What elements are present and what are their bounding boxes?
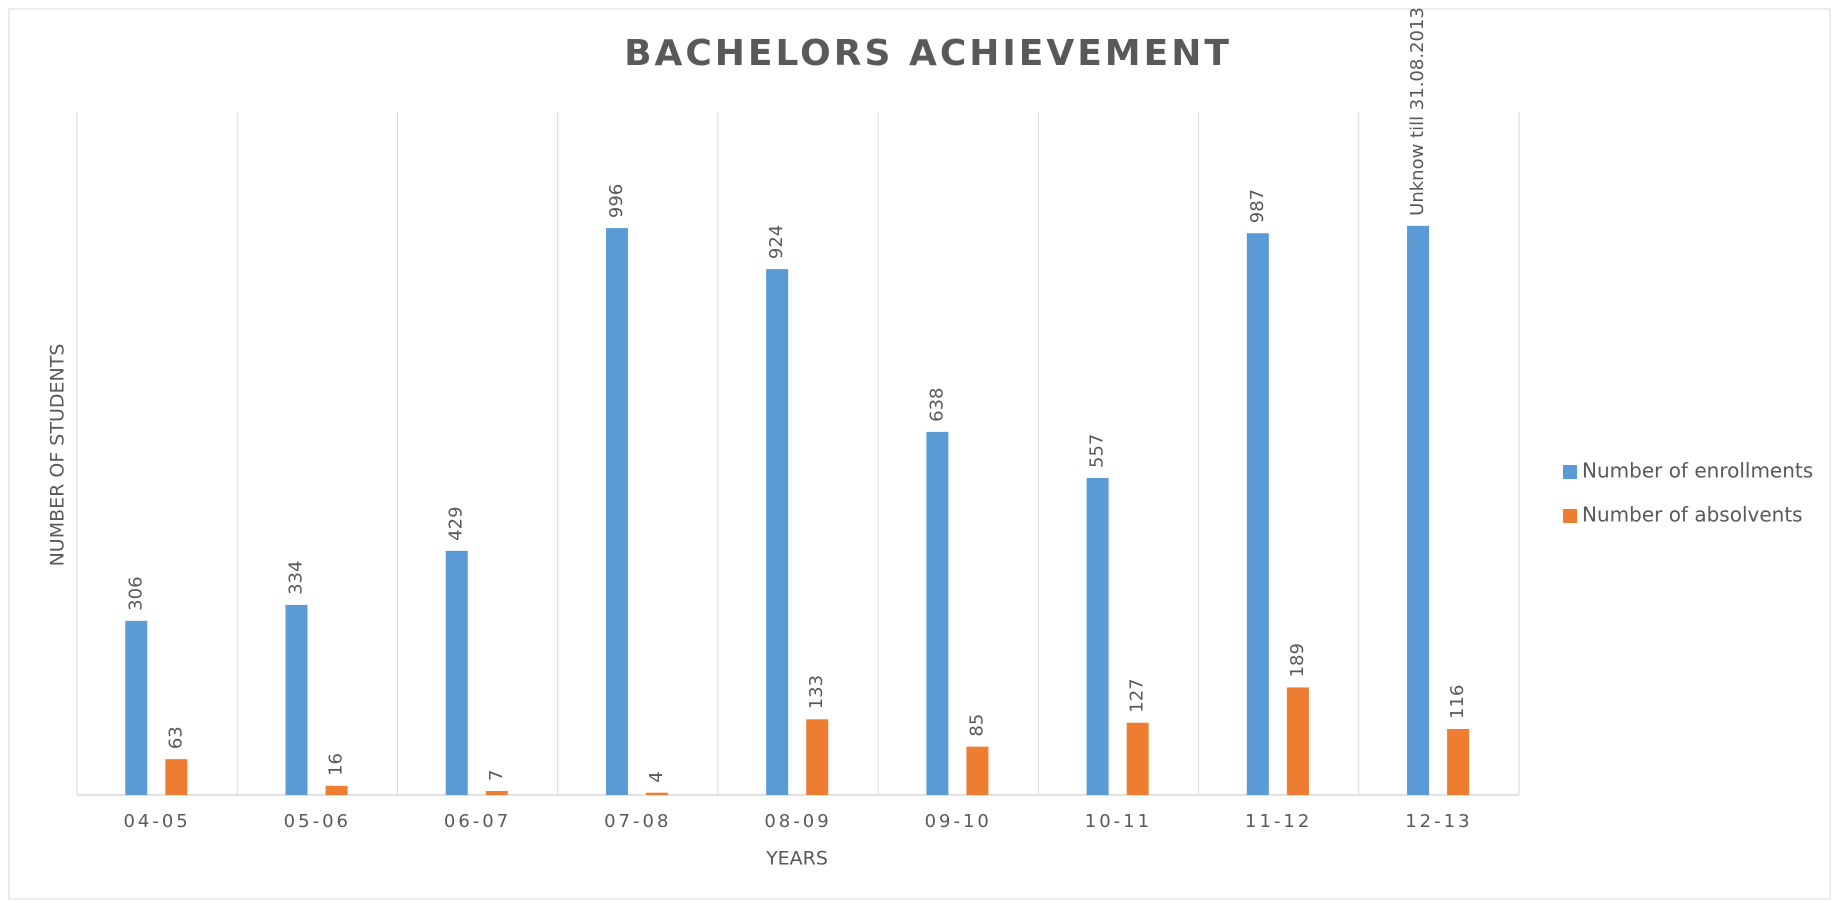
data-label: Unknow till 31.08.2013	[1407, 7, 1428, 216]
data-label: 189	[1287, 643, 1308, 677]
bar	[445, 550, 468, 795]
data-label: 63	[165, 726, 186, 749]
bar	[966, 746, 989, 795]
data-label: 638	[926, 388, 947, 422]
chart-border	[8, 8, 1831, 900]
bar	[125, 620, 148, 795]
legend-label: Number of absolvents	[1582, 503, 1803, 527]
legend-swatch	[1563, 509, 1577, 523]
x-tick-label: 08-09	[764, 811, 831, 832]
data-label: 306	[125, 576, 146, 610]
data-label: 85	[966, 714, 987, 737]
data-label: 127	[1127, 678, 1148, 712]
data-label: 133	[806, 675, 827, 709]
x-axis-label: YEARS	[765, 848, 828, 870]
bar	[485, 791, 508, 795]
data-label: 16	[326, 753, 347, 776]
data-label: 429	[446, 506, 467, 540]
bar	[806, 719, 829, 795]
data-label: 7	[486, 770, 507, 781]
bar	[285, 604, 308, 795]
x-tick-label: 06-07	[444, 811, 511, 832]
bar	[646, 792, 669, 795]
legend-swatch	[1563, 465, 1577, 479]
legend-label: Number of enrollments	[1582, 459, 1813, 483]
x-tick-label: 09-10	[925, 811, 992, 832]
x-tick-label: 05-06	[284, 811, 351, 832]
bar	[605, 228, 628, 796]
bar	[1126, 722, 1149, 795]
bar	[926, 431, 949, 795]
x-tick-label: 10-11	[1085, 811, 1152, 832]
data-label: 924	[766, 225, 787, 259]
data-label: 334	[286, 561, 307, 595]
bar	[1086, 477, 1109, 795]
data-label: 4	[646, 771, 667, 782]
data-label: 996	[606, 184, 627, 218]
data-label: 557	[1087, 434, 1108, 468]
bar	[165, 759, 188, 795]
bar	[1246, 233, 1269, 796]
x-tick-label: 04-05	[123, 811, 190, 832]
y-axis-label: NUMBER OF STUDENTS	[47, 344, 69, 567]
data-label: 116	[1447, 685, 1468, 719]
x-tick-label: 11-12	[1245, 811, 1312, 832]
chart-title: BACHELORS ACHIEVEMENT	[624, 33, 1232, 74]
bar	[1407, 225, 1430, 796]
x-tick-label: 12-13	[1405, 811, 1472, 832]
x-tick-label: 07-08	[604, 811, 671, 832]
bar	[1286, 687, 1309, 795]
bar	[766, 269, 789, 796]
data-label: 987	[1247, 189, 1268, 223]
bar	[325, 785, 348, 795]
bar	[1447, 728, 1470, 795]
